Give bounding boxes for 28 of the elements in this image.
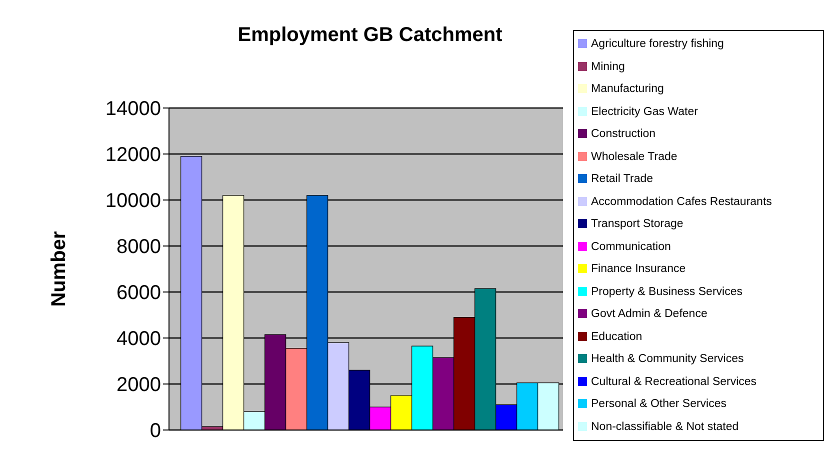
y-tick-label: 12000: [105, 144, 161, 166]
legend-label: Electricity Gas Water: [591, 106, 698, 118]
y-tick-label: 0: [150, 420, 161, 442]
legend-label: Personal & Other Services: [591, 398, 727, 410]
legend-label: Communication: [591, 240, 671, 252]
legend-label: Construction: [591, 128, 656, 140]
y-tick-label: 4000: [116, 328, 161, 350]
legend-label: Cultural & Recreational Services: [591, 376, 757, 388]
y-axis-title: Number: [48, 231, 70, 307]
legend-label: Property & Business Services: [591, 286, 742, 298]
chart-title: Employment GB Catchment: [236, 24, 504, 47]
y-tick-label: 8000: [116, 236, 161, 258]
legend-label: Health & Community Services: [591, 353, 744, 365]
legend-label: Finance Insurance: [591, 263, 686, 275]
legend-label: Education: [591, 330, 642, 342]
legend-label: Agriculture forestry fishing: [591, 38, 724, 50]
legend-label: Retail Trade: [591, 173, 654, 185]
y-tick-label: 14000: [105, 98, 161, 120]
legend-label: Accommodation Cafes Restaurants: [591, 196, 772, 208]
y-tick-label: 2000: [116, 374, 161, 396]
y-tick-label: 6000: [116, 282, 161, 304]
legend-label: Non-classifiable & Not stated: [591, 420, 739, 432]
legend-label: Wholesale Trade: [591, 150, 678, 162]
legend-label: Govt Admin & Defence: [591, 308, 708, 320]
legend-label: Manufacturing: [591, 83, 664, 95]
y-tick-label: 10000: [105, 190, 161, 212]
legend-label: Mining: [591, 60, 625, 72]
legend-label: Transport Storage: [591, 218, 684, 230]
